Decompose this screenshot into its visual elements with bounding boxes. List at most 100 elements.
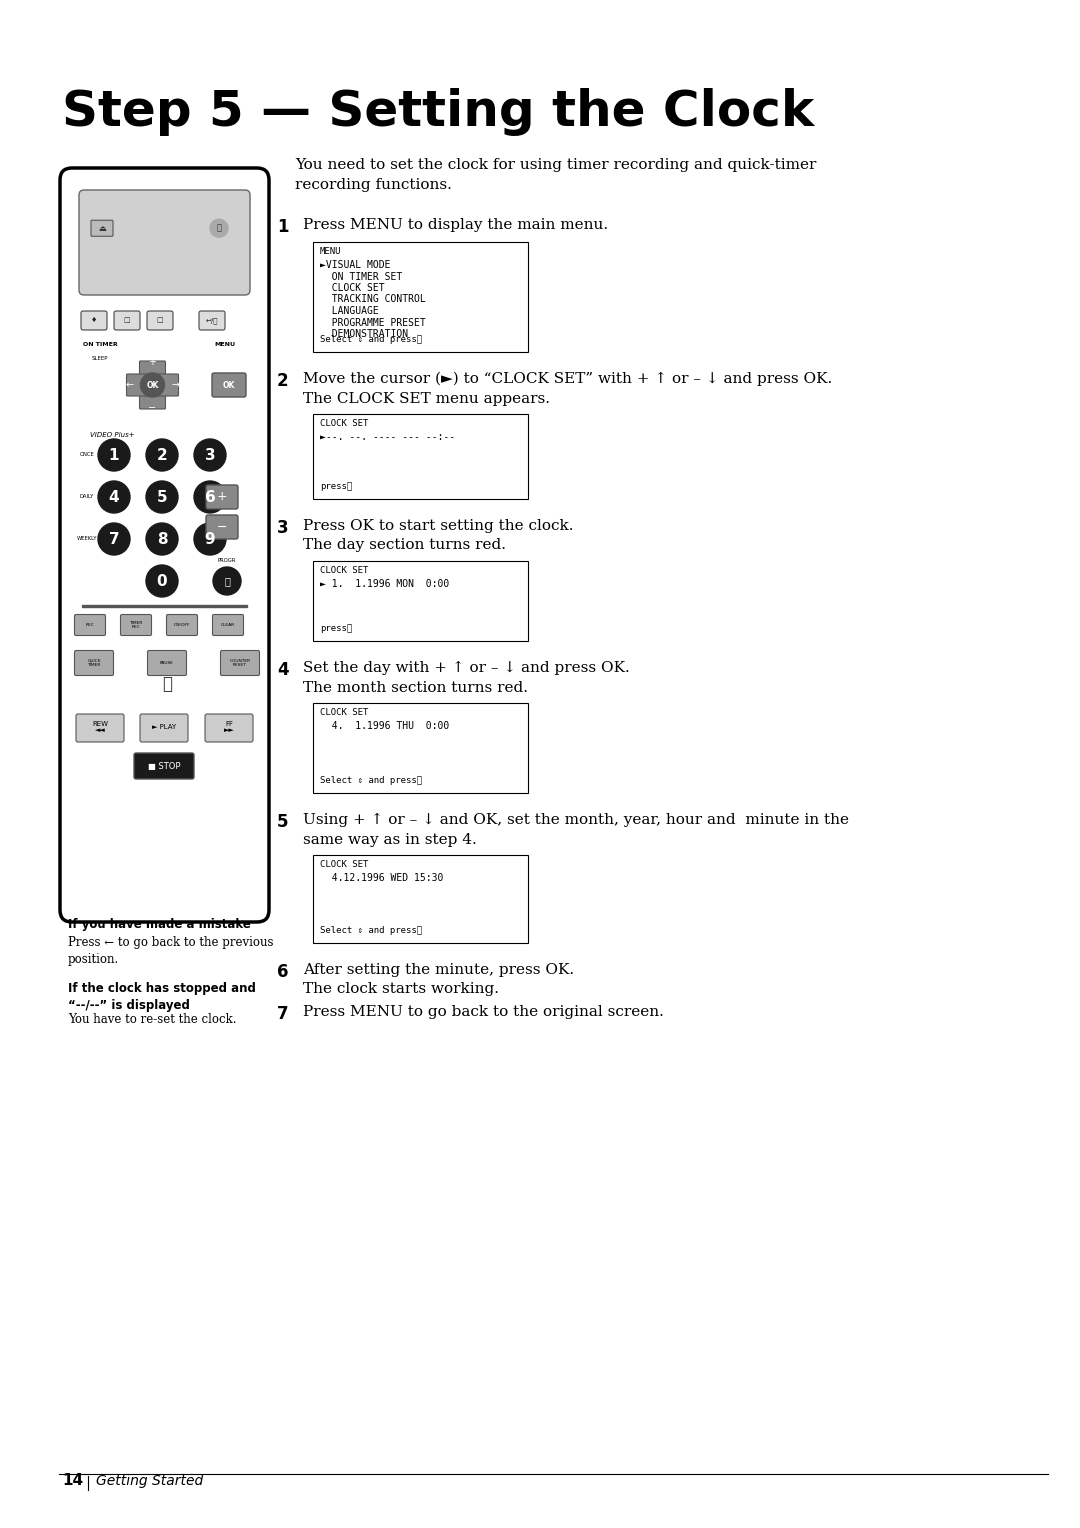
Text: 8: 8 [157, 532, 167, 547]
Text: LANGUAGE: LANGUAGE [320, 306, 379, 316]
Text: ON TIMER: ON TIMER [83, 342, 118, 347]
Text: −: − [217, 521, 227, 533]
Text: TRACKING CONTROL: TRACKING CONTROL [320, 295, 426, 304]
Text: Press MENU to display the main menu.: Press MENU to display the main menu. [303, 219, 608, 232]
FancyBboxPatch shape [212, 373, 246, 397]
Text: OK: OK [222, 380, 235, 390]
Text: DEMONSTRATION: DEMONSTRATION [320, 329, 408, 339]
Text: ► PLAY: ► PLAY [152, 724, 176, 730]
Circle shape [213, 567, 241, 594]
Text: 7: 7 [109, 532, 119, 547]
Text: 4: 4 [109, 489, 119, 504]
Circle shape [194, 481, 226, 513]
Text: TIMER
REC: TIMER REC [130, 620, 143, 630]
Text: FF
►►: FF ►► [224, 721, 234, 733]
Text: −: − [148, 403, 157, 413]
Text: ■ STOP: ■ STOP [148, 761, 180, 770]
Text: 0: 0 [157, 573, 167, 588]
FancyBboxPatch shape [220, 651, 259, 675]
FancyBboxPatch shape [206, 515, 238, 539]
Text: CLOCK SET: CLOCK SET [320, 707, 368, 717]
Text: ⏸: ⏸ [162, 675, 172, 694]
Text: MENU: MENU [215, 342, 235, 347]
Text: 6: 6 [204, 489, 215, 504]
Circle shape [194, 523, 226, 555]
FancyBboxPatch shape [121, 614, 151, 636]
Text: Move the cursor (►) to “CLOCK SET” with + ↑ or – ↓ and press OK.
The CLOCK SET m: Move the cursor (►) to “CLOCK SET” with … [303, 371, 833, 406]
Circle shape [194, 439, 226, 471]
Text: 14: 14 [62, 1473, 83, 1488]
Text: COUNTER
RESET: COUNTER RESET [229, 659, 251, 668]
Text: You have to re-set the clock.: You have to re-set the clock. [68, 1013, 237, 1025]
Text: ►--. --. ---- --- --:--: ►--. --. ---- --- --:-- [320, 432, 455, 442]
Text: Select ⇕ and pressⓄ: Select ⇕ and pressⓄ [320, 776, 422, 785]
FancyBboxPatch shape [81, 312, 107, 330]
FancyBboxPatch shape [148, 651, 187, 675]
Bar [82, 605, 247, 607]
Text: 7: 7 [276, 1005, 288, 1024]
Text: →: → [172, 380, 179, 390]
Text: MENU: MENU [320, 248, 341, 257]
Text: CLOCK SET: CLOCK SET [320, 860, 368, 869]
FancyBboxPatch shape [206, 484, 238, 509]
FancyBboxPatch shape [152, 374, 178, 396]
Text: pressⓄ: pressⓄ [320, 623, 352, 633]
Circle shape [98, 439, 130, 471]
Text: 4.  1.1996 THU  0:00: 4. 1.1996 THU 0:00 [320, 721, 449, 730]
Text: Select ⇕ and pressⓄ: Select ⇕ and pressⓄ [320, 926, 422, 935]
Text: ►VISUAL MODE: ►VISUAL MODE [320, 260, 391, 270]
Text: pressⓄ: pressⓄ [320, 481, 352, 490]
Text: ⏻: ⏻ [216, 223, 221, 232]
Text: ⏏: ⏏ [98, 223, 106, 232]
Text: OK: OK [146, 380, 159, 390]
Bar [313, 561, 528, 642]
Text: PAUSE: PAUSE [160, 662, 174, 665]
Text: If the clock has stopped and
“--/--” is displayed: If the clock has stopped and “--/--” is … [68, 983, 256, 1012]
Text: PROGR: PROGR [218, 559, 237, 564]
Text: PROGRAMME PRESET: PROGRAMME PRESET [320, 318, 426, 327]
Text: ONCE: ONCE [80, 452, 94, 457]
Text: 2: 2 [276, 371, 288, 390]
Text: Select ⇕ and pressⓄ: Select ⇕ and pressⓄ [320, 335, 422, 344]
Text: +: + [149, 358, 157, 367]
Bar [313, 703, 528, 793]
FancyBboxPatch shape [126, 374, 152, 396]
Text: 4.12.1996 WED 15:30: 4.12.1996 WED 15:30 [320, 872, 444, 883]
Bar [313, 414, 528, 500]
Text: Press MENU to go back to the original screen.: Press MENU to go back to the original sc… [303, 1005, 664, 1019]
FancyBboxPatch shape [213, 614, 243, 636]
Text: 9: 9 [205, 532, 215, 547]
Text: VIDEO Plus+: VIDEO Plus+ [90, 432, 135, 439]
Text: Set the day with + ↑ or – ↓ and press OK.
The month section turns red.: Set the day with + ↑ or – ↓ and press OK… [303, 662, 630, 695]
Text: REW
◄◄: REW ◄◄ [92, 721, 108, 733]
FancyBboxPatch shape [60, 168, 269, 921]
Text: 5: 5 [157, 489, 167, 504]
FancyBboxPatch shape [140, 714, 188, 743]
FancyBboxPatch shape [199, 312, 225, 330]
FancyBboxPatch shape [75, 651, 113, 675]
Circle shape [146, 481, 178, 513]
Circle shape [146, 565, 178, 597]
Text: CLOCK SET: CLOCK SET [320, 419, 368, 428]
Text: CLEAR: CLEAR [221, 623, 235, 626]
FancyBboxPatch shape [139, 387, 165, 410]
Text: CLOCK SET: CLOCK SET [320, 283, 384, 293]
Text: Step 5 — Setting the Clock: Step 5 — Setting the Clock [62, 89, 814, 136]
Text: 6: 6 [276, 963, 288, 981]
Text: ► 1.  1.1996 MON  0:00: ► 1. 1.1996 MON 0:00 [320, 579, 449, 588]
FancyBboxPatch shape [75, 614, 106, 636]
Text: QUICK
TIMER: QUICK TIMER [87, 659, 100, 668]
FancyBboxPatch shape [166, 614, 198, 636]
Bar [313, 856, 528, 943]
Text: 1: 1 [109, 448, 119, 463]
Text: You need to set the clock for using timer recording and quick-timer
recording fu: You need to set the clock for using time… [295, 157, 816, 193]
FancyBboxPatch shape [134, 753, 194, 779]
Circle shape [98, 481, 130, 513]
FancyBboxPatch shape [79, 189, 249, 295]
Text: 1: 1 [276, 219, 288, 235]
Text: Ⓜ: Ⓜ [224, 576, 230, 587]
Text: ↩/ⓑ: ↩/ⓑ [206, 318, 218, 324]
Bar [313, 241, 528, 351]
Circle shape [140, 373, 164, 397]
FancyBboxPatch shape [205, 714, 253, 743]
